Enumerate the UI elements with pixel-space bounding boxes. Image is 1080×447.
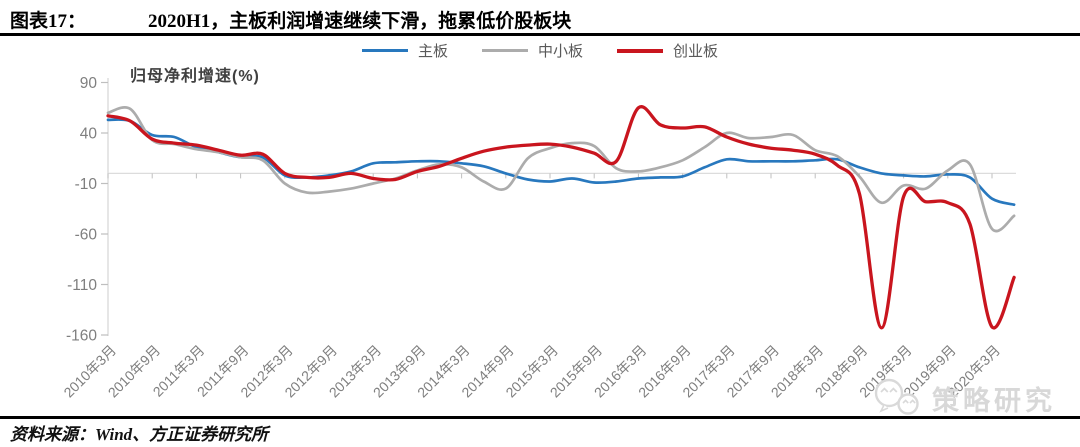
- legend-swatch-1: [481, 49, 528, 52]
- legend-swatch-0: [361, 49, 408, 52]
- legend-item-1: 中小板: [481, 40, 583, 61]
- legend-label-0: 主板: [417, 43, 448, 60]
- y-tick-label: -60: [75, 227, 98, 244]
- footer-divider-rule: [0, 416, 1080, 419]
- figure-number-label: 图表17：: [10, 11, 87, 32]
- data-source-note: 资料来源：Wind、方正证券研究所: [10, 425, 269, 444]
- chart-legend: 主板 中小板 创业板: [0, 40, 1080, 61]
- series-line-0: [106, 118, 1016, 207]
- series-line-1: [106, 106, 1016, 233]
- legend-label-1: 中小板: [537, 43, 583, 60]
- watermark: 策略研究: [868, 376, 1056, 420]
- title-divider-rule: [0, 33, 1080, 36]
- y-axis-title: 归母净利增速(%): [130, 68, 260, 85]
- y-tick-label: -110: [67, 277, 97, 294]
- y-tick-label: 90: [80, 75, 98, 92]
- legend-swatch-2: [617, 48, 663, 53]
- watermark-text: 策略研究: [932, 385, 1056, 416]
- legend-label-2: 创业板: [673, 43, 719, 60]
- wechat-watermark-icon: [874, 378, 919, 415]
- legend-item-2: 创业板: [617, 40, 718, 61]
- y-tick-label: -160: [66, 328, 97, 345]
- y-tick-label: 40: [80, 126, 98, 143]
- series-line-2: [106, 104, 1016, 330]
- legend-item-0: 主板: [361, 40, 448, 61]
- y-tick-label: -10: [75, 176, 98, 193]
- figure-title: 2020H1，主板利润增速继续下滑，拖累低价股板块: [148, 11, 572, 32]
